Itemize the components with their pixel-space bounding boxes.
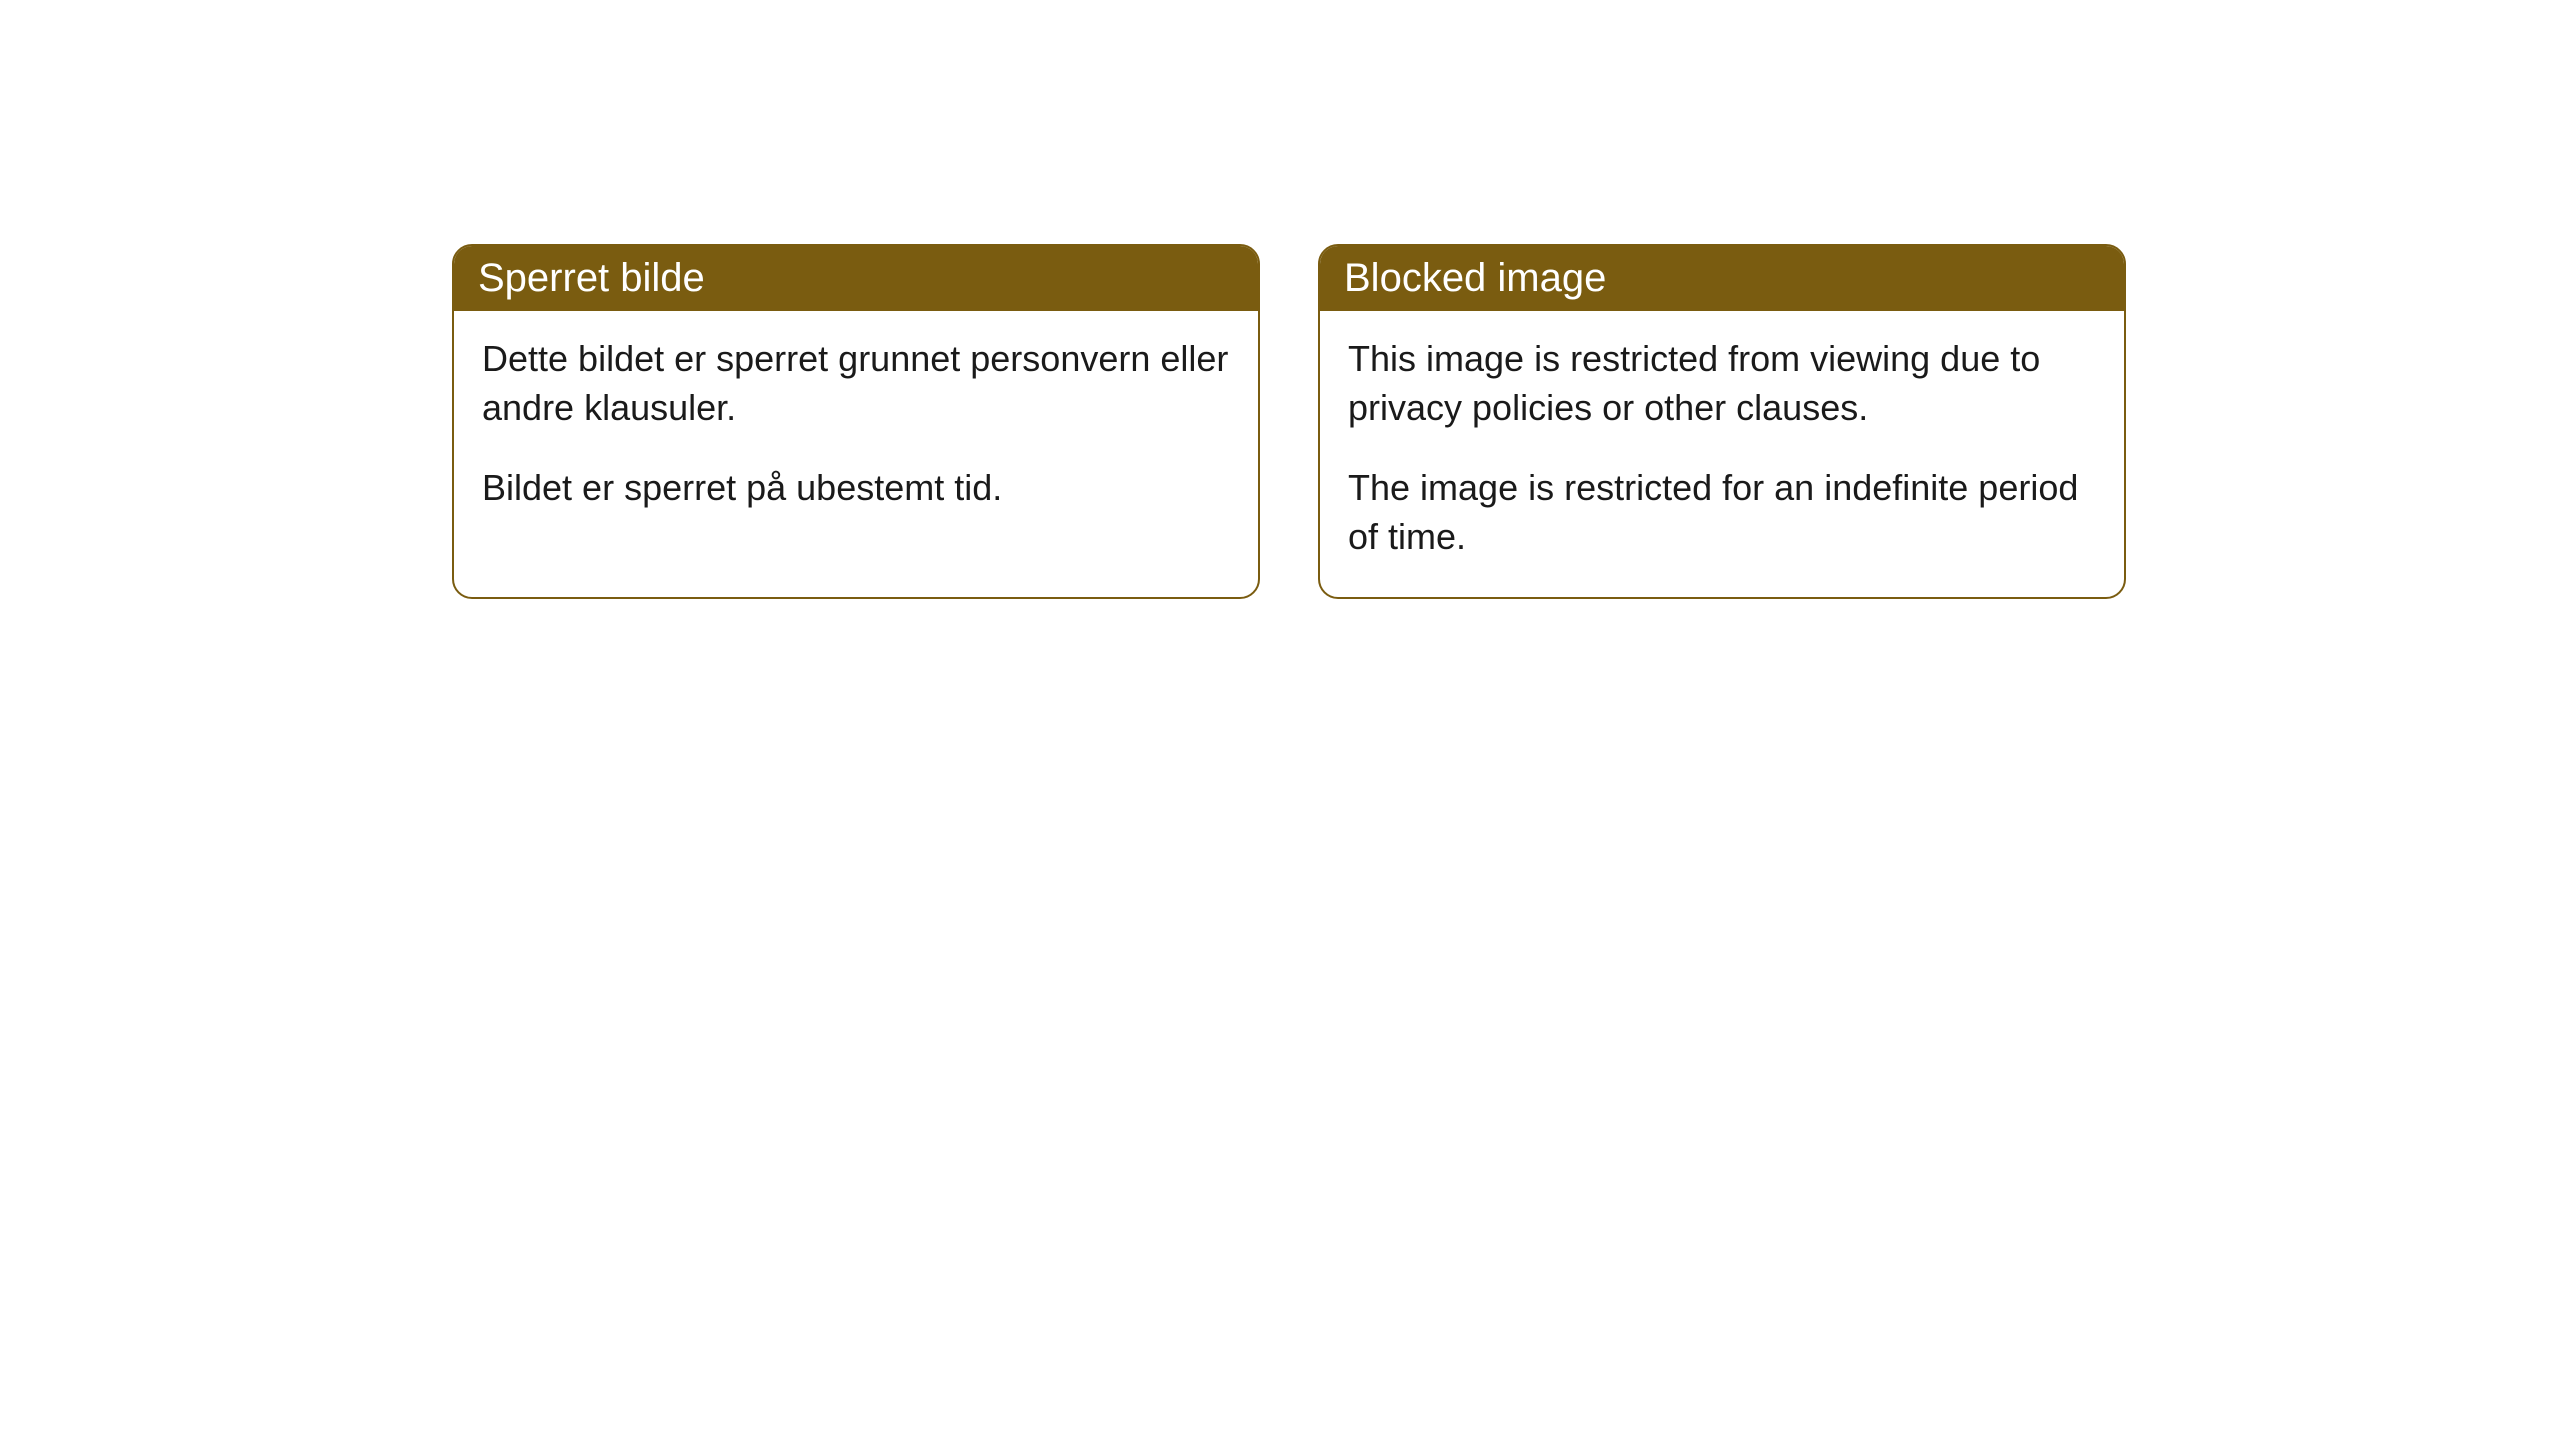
card-paragraph-1-en: This image is restricted from viewing du…: [1348, 335, 2096, 432]
card-body-en: This image is restricted from viewing du…: [1320, 311, 2124, 597]
blocked-image-card-en: Blocked image This image is restricted f…: [1318, 244, 2126, 599]
card-paragraph-2-no: Bildet er sperret på ubestemt tid.: [482, 464, 1230, 513]
card-paragraph-2-en: The image is restricted for an indefinit…: [1348, 464, 2096, 561]
card-body-no: Dette bildet er sperret grunnet personve…: [454, 311, 1258, 549]
notice-cards-container: Sperret bilde Dette bildet er sperret gr…: [452, 244, 2126, 599]
card-title-no: Sperret bilde: [478, 256, 705, 300]
blocked-image-card-no: Sperret bilde Dette bildet er sperret gr…: [452, 244, 1260, 599]
card-title-en: Blocked image: [1344, 256, 1606, 300]
card-paragraph-1-no: Dette bildet er sperret grunnet personve…: [482, 335, 1230, 432]
card-header-en: Blocked image: [1320, 246, 2124, 311]
card-header-no: Sperret bilde: [454, 246, 1258, 311]
